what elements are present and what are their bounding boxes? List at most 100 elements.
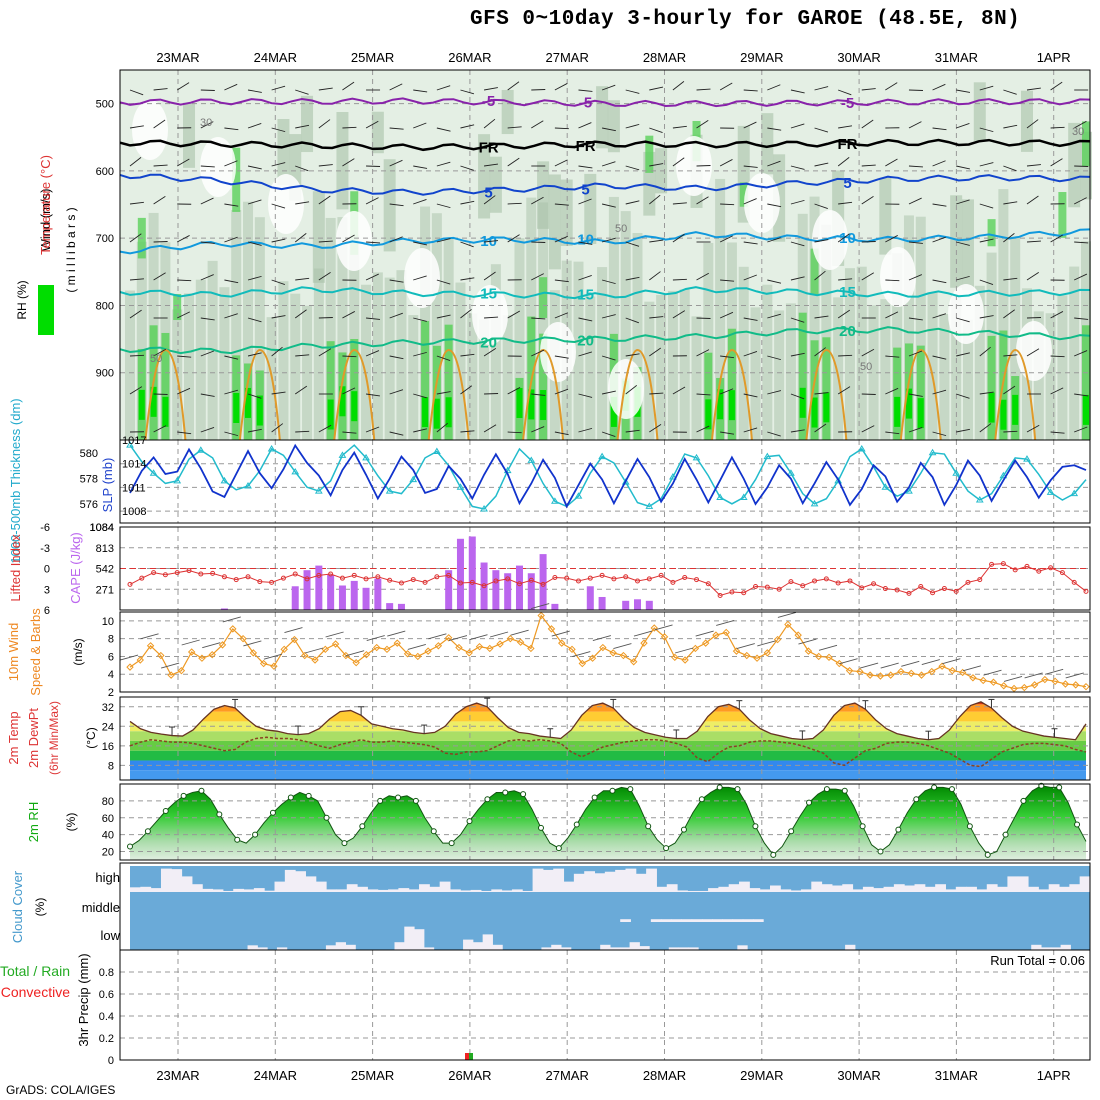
surface-wind-barb: [777, 612, 797, 618]
wind-barb: [625, 200, 640, 205]
wind-barb: [153, 119, 166, 129]
wind-barb: [389, 312, 403, 319]
thickness-marker: [857, 444, 866, 452]
pressure-tick-label: 500: [96, 99, 114, 111]
wind-speed-marker: [722, 628, 730, 637]
wind-barb: [861, 272, 874, 281]
cloud-level-label: middle: [82, 900, 120, 915]
wind-speed-marker: [856, 667, 864, 676]
cape-tick-label: 1084: [90, 522, 114, 534]
rh-shade-90: [1012, 394, 1019, 425]
rh-shade-90: [528, 389, 535, 420]
isotherm-label: 20: [839, 323, 856, 340]
rh-shade-50: [1057, 295, 1068, 440]
surface-wind-barb: [469, 634, 488, 641]
rh-shade-50: [656, 294, 667, 440]
wind-speed-marker: [434, 642, 443, 650]
wind-barb: [861, 164, 876, 167]
li-marker: [139, 575, 145, 581]
wind-barb: [908, 317, 923, 321]
wind-barb: [554, 235, 568, 243]
wind-barb: [1003, 89, 1017, 95]
rh-marker: [252, 831, 259, 838]
cloud-axis-title: Cloud Cover: [10, 870, 25, 943]
wind-barb: [247, 165, 262, 170]
wind-barb: [932, 127, 947, 131]
rh-marker: [341, 840, 348, 847]
surface-wind-barb: [448, 635, 468, 641]
wind-speed-marker: [609, 649, 617, 657]
wind-speed-marker: [701, 639, 710, 647]
wind-barb: [436, 355, 451, 361]
cloud-bar-high: [759, 889, 771, 892]
wind-barb: [1074, 350, 1088, 357]
wind-barb: [436, 422, 449, 433]
wind-barb: [625, 165, 640, 171]
li-marker: [186, 568, 192, 574]
cloud-bar-high: [976, 889, 988, 892]
wind-barb: [366, 317, 381, 320]
precip-total-title: Total / Rain: [0, 963, 70, 979]
cloud-bar-high: [831, 885, 843, 892]
cloud-bar-high: [295, 871, 306, 892]
wind-barb: [507, 310, 521, 319]
wind-barb: [908, 393, 923, 397]
wind-barb: [507, 387, 521, 395]
rh-dry-pocket: [608, 359, 644, 419]
isotherm-label: 5: [581, 182, 589, 199]
wind-barb: [979, 85, 994, 91]
rh-shade-50: [325, 217, 336, 440]
cloud-bar-high: [315, 881, 327, 892]
surface-wind-barb: [818, 644, 838, 651]
wind-speed-marker: [938, 662, 946, 670]
panel-frame: [119, 696, 1091, 781]
surface-wind-barb: [757, 640, 776, 647]
wind-barb: [578, 427, 593, 433]
wind-barb: [483, 195, 496, 205]
rh-shade-80: [810, 340, 819, 440]
wind-barb: [861, 348, 875, 357]
wind-barb: [342, 355, 357, 358]
wind-barb: [932, 83, 946, 91]
wind-barb: [743, 165, 758, 168]
wind-barb: [1050, 126, 1065, 129]
rh-shade-50: [313, 268, 324, 440]
wind-barb: [342, 234, 355, 243]
li-marker: [328, 571, 334, 577]
rh-marker: [180, 792, 187, 799]
cloud-bar-low: [619, 947, 631, 950]
cloud-bar-middle: [681, 919, 693, 922]
wind-barb: [908, 197, 922, 205]
cloud-bar-low: [678, 947, 689, 950]
wind-barb: [224, 313, 238, 319]
thickness-tick-label: 576: [80, 499, 98, 511]
wind-barb: [979, 346, 991, 357]
wind-speed-marker: [568, 645, 576, 654]
li-marker: [788, 579, 794, 585]
wind-barb: [578, 351, 593, 357]
wind-barb: [318, 195, 331, 205]
cloud-bar-high: [924, 886, 936, 892]
thickness-line: [129, 444, 1087, 510]
wind-barb: [1074, 273, 1088, 281]
rh-shade-90: [894, 396, 901, 427]
li-marker: [233, 577, 239, 583]
wind-barb: [625, 89, 640, 94]
cloud-bar-high: [966, 886, 977, 892]
wind-barb: [1026, 424, 1040, 433]
cloud-bar-high: [635, 873, 647, 892]
cloud-level-label: high: [95, 870, 120, 885]
wind-barb: [979, 391, 994, 395]
li-marker: [812, 578, 818, 584]
wind-barb: [271, 279, 286, 285]
wind-barb: [153, 272, 166, 281]
wind-barb: [460, 89, 475, 95]
wind-barb: [129, 201, 144, 205]
wind-speed-marker: [373, 643, 381, 652]
thickness-marker: [739, 493, 748, 500]
cloud-bar-high: [862, 886, 874, 892]
wind-barb: [224, 203, 239, 207]
wind-barb: [1074, 426, 1088, 433]
wind-barb: [413, 199, 427, 205]
wind-barb: [743, 198, 757, 205]
